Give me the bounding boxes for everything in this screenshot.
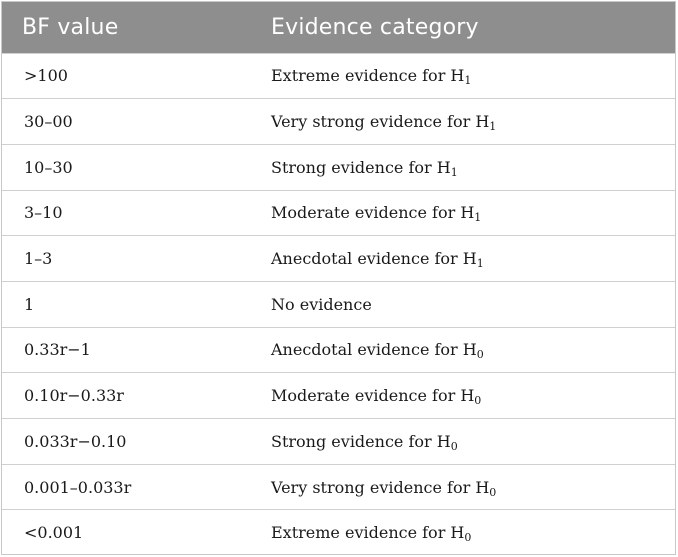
hypothesis-subscript: 1 — [476, 257, 484, 271]
table-row: 1–3 Anecdotal evidence for H1 — [2, 235, 675, 282]
category-text: Extreme evidence for H — [271, 523, 465, 543]
hypothesis-subscript: 1 — [464, 74, 472, 88]
bf-value-cell: 1–3 — [24, 249, 53, 269]
evidence-category-cell: Extreme evidence for H0 — [248, 510, 675, 554]
hypothesis-subscript: 0 — [464, 531, 472, 545]
table-row: >100 Extreme evidence for H1 — [2, 53, 675, 99]
table-row: 10–30 Strong evidence for H1 — [2, 144, 675, 190]
bf-value-cell: >100 — [24, 66, 68, 86]
evidence-category-cell: Strong evidence for H1 — [248, 144, 675, 190]
table-row: 30–00 Very strong evidence for H1 — [2, 98, 675, 145]
bf-value-cell: 1 — [24, 294, 35, 314]
category-text: Anecdotal evidence for H — [271, 249, 477, 269]
evidence-category-cell: Very strong evidence for H0 — [248, 464, 675, 510]
hypothesis-subscript: 0 — [474, 394, 482, 408]
category-text: Extreme evidence for H — [271, 66, 465, 86]
bf-value-cell: 10–30 — [24, 157, 73, 177]
hypothesis-subscript: 1 — [474, 211, 482, 225]
header-row: BF value Evidence category — [2, 2, 675, 53]
category-text: Moderate evidence for H — [271, 386, 475, 406]
table-row: 0.033r−0.10 Strong evidence for H0 — [2, 418, 675, 465]
bf-value-cell: 3–10 — [24, 203, 63, 223]
evidence-category-cell: Moderate evidence for H1 — [248, 190, 675, 236]
category-text: Very strong evidence for H — [271, 112, 490, 132]
evidence-category-cell: Very strong evidence for H1 — [248, 99, 675, 145]
bf-value-cell: 0.10r−0.33r — [24, 386, 124, 406]
hypothesis-subscript: 0 — [489, 485, 497, 499]
header-bf-value: BF value — [22, 14, 119, 40]
category-text: Strong evidence for H — [271, 157, 451, 177]
table-body: >100 Extreme evidence for H1 30–00 Very … — [2, 53, 675, 554]
category-text: Anecdotal evidence for H — [271, 340, 477, 360]
table-row: 0.33r−1 Anecdotal evidence for H0 — [2, 327, 675, 373]
bf-value-cell: 30–00 — [24, 112, 73, 132]
table-row: 1 No evidence — [2, 281, 675, 327]
evidence-category-cell: No evidence — [248, 281, 675, 327]
table-row: <0.001 Extreme evidence for H0 — [2, 509, 675, 554]
header-evidence-category: Evidence category — [271, 14, 479, 40]
category-text: Very strong evidence for H — [271, 477, 490, 497]
category-text: Moderate evidence for H — [271, 203, 475, 223]
evidence-category-cell: Anecdotal evidence for H0 — [248, 327, 675, 373]
hypothesis-subscript: 1 — [489, 120, 497, 134]
category-text: Strong evidence for H — [271, 431, 451, 451]
bf-value-cell: 0.001–0.033r — [24, 477, 132, 497]
evidence-category-cell: Strong evidence for H0 — [248, 419, 675, 465]
hypothesis-subscript: 1 — [450, 165, 458, 179]
evidence-category-cell: Moderate evidence for H0 — [248, 373, 675, 419]
bf-value-cell: 0.033r−0.10 — [24, 431, 127, 451]
hypothesis-subscript: 0 — [476, 348, 484, 362]
bf-value-cell: 0.33r−1 — [24, 340, 91, 360]
table-header: BF value Evidence category — [2, 2, 675, 53]
table-row: 0.001–0.033r Very strong evidence for H0 — [2, 464, 675, 510]
hypothesis-subscript: 0 — [450, 439, 458, 453]
table-row: 0.10r−0.33r Moderate evidence for H0 — [2, 372, 675, 419]
evidence-category-cell: Extreme evidence for H1 — [248, 53, 675, 99]
bf-value-cell: <0.001 — [24, 523, 84, 543]
category-text: No evidence — [271, 294, 372, 314]
table-row: 3–10 Moderate evidence for H1 — [2, 190, 675, 236]
evidence-category-cell: Anecdotal evidence for H1 — [248, 236, 675, 282]
